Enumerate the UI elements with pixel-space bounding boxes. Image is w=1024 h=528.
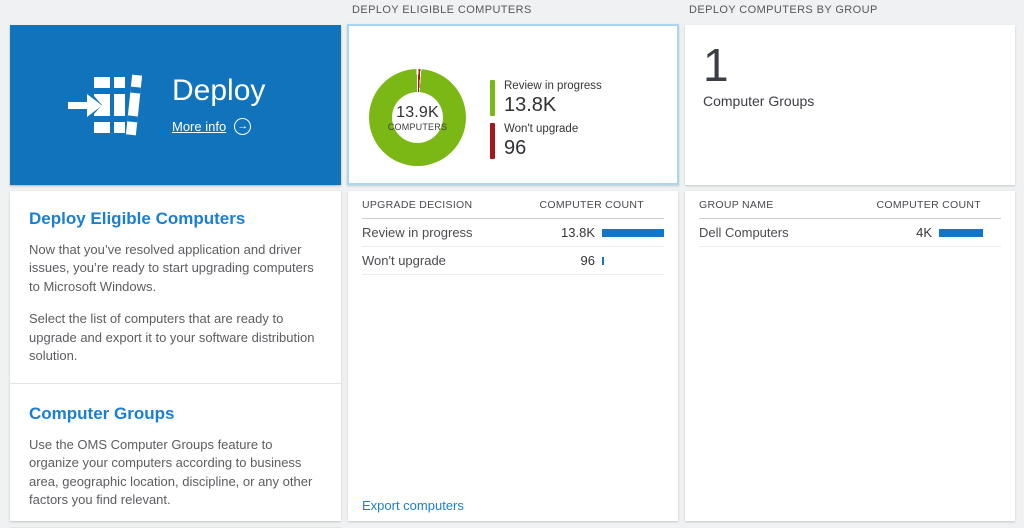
eligible-computers-paragraph-1: Now that you’ve resolved application and…	[29, 242, 314, 294]
deploy-description-panel: Deploy Eligible Computers Now that you’v…	[10, 191, 341, 528]
computer-groups-paragraph-1: Use the OMS Computer Groups feature to o…	[29, 436, 313, 508]
row-bar-zone	[602, 256, 664, 265]
legend-label: Won't upgrade	[504, 122, 579, 135]
table-row-wont-upgrade[interactable]: Won't upgrade 96	[362, 247, 664, 275]
row-value: 4K	[916, 225, 932, 240]
donut-center: 13.9K COMPUTERS	[388, 92, 447, 143]
legend-item-review-in-progress: Review in progress 13.8K	[490, 80, 602, 116]
count-bar	[939, 228, 983, 237]
count-bar	[602, 228, 664, 237]
legend-swatch-green	[490, 80, 495, 116]
column-header-upgrade-decision: UPGRADE DECISION	[362, 198, 473, 211]
upgrade-decision-donut-chart[interactable]: 13.9K COMPUTERS	[369, 69, 466, 166]
row-value: 13.8K	[561, 225, 595, 240]
row-label: Won't upgrade	[362, 253, 446, 268]
upgrade-decision-table-header: UPGRADE DECISION COMPUTER COUNT	[362, 191, 664, 219]
upgrade-decision-table-panel: UPGRADE DECISION COMPUTER COUNT Review i…	[348, 191, 678, 521]
count-bar	[602, 256, 604, 265]
row-label: Dell Computers	[699, 225, 789, 240]
legend-item-wont-upgrade: Won't upgrade 96	[490, 122, 602, 159]
row-value: 96	[580, 253, 595, 268]
group-table-header: GROUP NAME COMPUTER COUNT	[699, 191, 1001, 219]
eligible-computers-section: Deploy Eligible Computers Now that you’v…	[10, 191, 341, 384]
eligible-computers-column-header: DEPLOY ELIGIBLE COMPUTERS	[352, 4, 532, 16]
deploy-solution-tile[interactable]: Deploy More info →	[10, 25, 341, 185]
column-header-computer-count: COMPUTER COUNT	[539, 198, 644, 211]
export-computers-link[interactable]: Export computers	[362, 498, 464, 513]
deploy-tile-title: Deploy	[172, 73, 266, 107]
eligible-computers-section-heading: Deploy Eligible Computers	[29, 209, 246, 228]
column-header-computer-count: COMPUTER COUNT	[876, 198, 981, 211]
legend-value: 96	[504, 136, 527, 159]
row-bar-zone	[602, 228, 664, 237]
computer-groups-section: Computer Groups Use the OMS Computer Gro…	[10, 384, 341, 528]
row-label: Review in progress	[362, 225, 473, 240]
donut-center-value: 13.9K	[396, 103, 439, 121]
donut-legend: Review in progress 13.8K Won't upgrade 9…	[490, 80, 602, 159]
arrow-circle-right-icon[interactable]: →	[234, 117, 252, 135]
legend-label: Review in progress	[504, 80, 602, 92]
groups-column-header: DEPLOY COMPUTERS BY GROUP	[689, 4, 878, 16]
deploy-books-arrow-icon	[68, 74, 142, 136]
computer-groups-count-label: Computer Groups	[703, 93, 815, 110]
row-bar-zone	[939, 228, 1001, 237]
computer-groups-count-tile[interactable]: 1 Computer Groups	[685, 25, 1015, 185]
legend-swatch-red	[490, 122, 495, 159]
table-row-dell-computers[interactable]: Dell Computers 4K	[699, 219, 1001, 247]
more-info-label[interactable]: More info	[172, 118, 227, 134]
eligible-computers-paragraph-2: Select the list of computers that are re…	[29, 311, 315, 364]
group-table-panel: GROUP NAME COMPUTER COUNT Dell Computers…	[685, 191, 1015, 521]
more-info-link[interactable]: More info →	[172, 117, 265, 135]
table-row-review-in-progress[interactable]: Review in progress 13.8K	[362, 219, 664, 247]
legend-value: 13.8K	[504, 93, 557, 116]
computer-groups-section-heading: Computer Groups	[29, 403, 175, 423]
donut-center-label: COMPUTERS	[387, 121, 448, 132]
eligible-computers-donut-tile[interactable]: 13.9K COMPUTERS Review in progress 13.8K…	[347, 24, 679, 185]
computer-groups-count: 1	[703, 39, 729, 91]
column-header-group-name: GROUP NAME	[699, 198, 774, 211]
